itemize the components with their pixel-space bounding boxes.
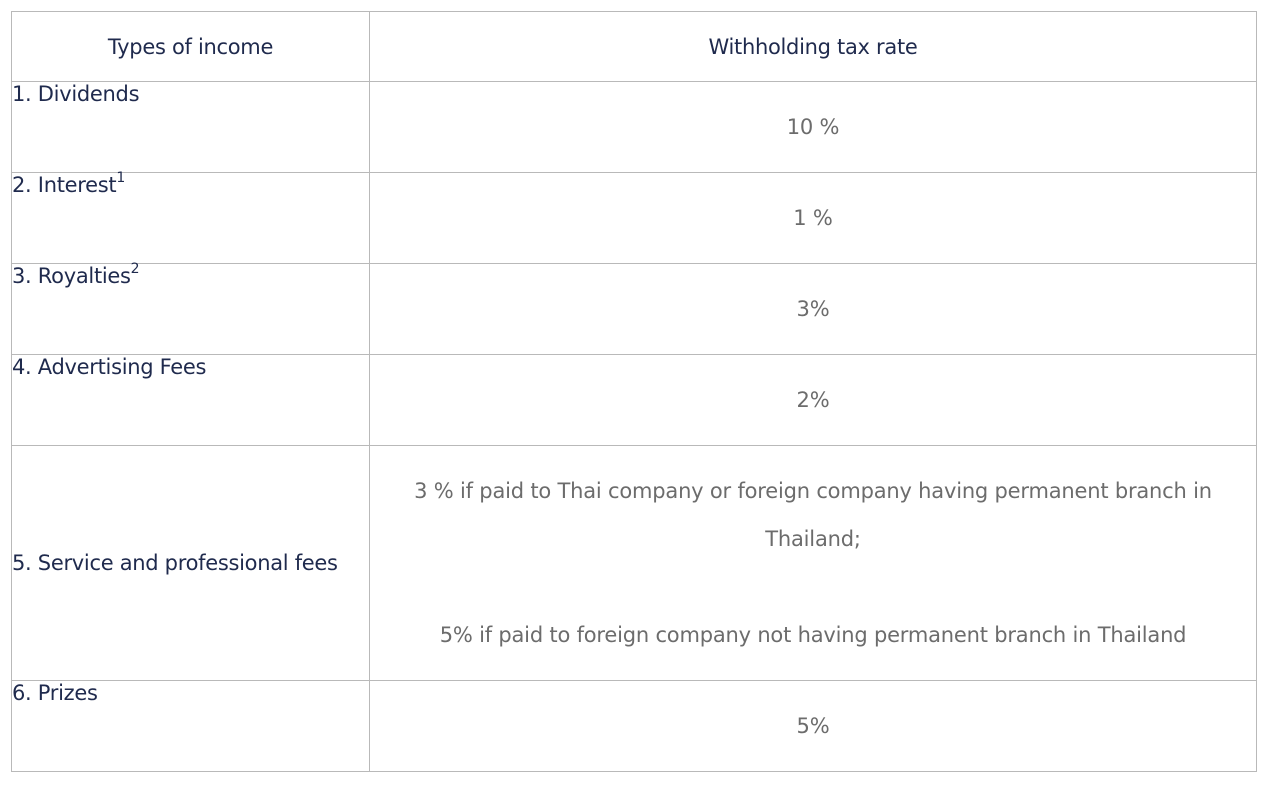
table-row: 2. Interest1 1 % [11, 170, 1257, 264]
income-type-label: 2. Interest [12, 173, 117, 197]
tax-rate-cell: 1 % [369, 172, 1257, 264]
income-type-cell: 3. Royalties2 [11, 261, 370, 355]
footnote-marker: 2 [130, 261, 140, 277]
table-row: 3. Royalties2 3% [11, 261, 1257, 355]
tax-rate-cell: 10 % [369, 81, 1257, 173]
tax-rate-cell: 3 % if paid to Thai company or foreign c… [369, 445, 1257, 681]
tax-rate-foreign-company: 5% if paid to foreign company not having… [439, 623, 1187, 647]
table-row: 4. Advertising Fees 2% [11, 354, 1257, 446]
table-row: 5. Service and professional fees 3 % if … [11, 445, 1257, 681]
table-row: 1. Dividends 10 % [11, 81, 1257, 173]
income-type-cell: 6. Prizes [11, 680, 370, 772]
income-type-cell: 1. Dividends [11, 81, 370, 173]
income-type-cell: 4. Advertising Fees [11, 354, 370, 446]
table-row: 6. Prizes 5% [11, 680, 1257, 772]
income-type-cell: 2. Interest1 [11, 170, 370, 264]
header-tax-rate: Withholding tax rate [369, 11, 1257, 82]
paragraph-spacer [410, 563, 1216, 611]
income-type-label: 1. Dividends [12, 82, 140, 106]
tax-rate-cell: 5% [369, 680, 1257, 772]
tax-rate-cell: 3% [369, 263, 1257, 355]
income-type-cell: 5. Service and professional fees [11, 445, 370, 681]
table-header-row: Types of income Withholding tax rate [11, 11, 1257, 82]
footnote-marker: 1 [116, 170, 125, 186]
income-type-label: 6. Prizes [12, 681, 98, 705]
withholding-tax-table: Types of income Withholding tax rate 1. … [11, 11, 1257, 772]
tax-rate-cell: 2% [369, 354, 1257, 446]
header-income-type: Types of income [11, 11, 370, 82]
income-type-label: 5. Service and professional fees [12, 551, 338, 575]
tax-rate-thai-company: 3 % if paid to Thai company or foreign c… [414, 479, 1212, 551]
income-type-label: 3. Royalties [12, 264, 131, 288]
income-type-label: 4. Advertising Fees [12, 355, 207, 379]
